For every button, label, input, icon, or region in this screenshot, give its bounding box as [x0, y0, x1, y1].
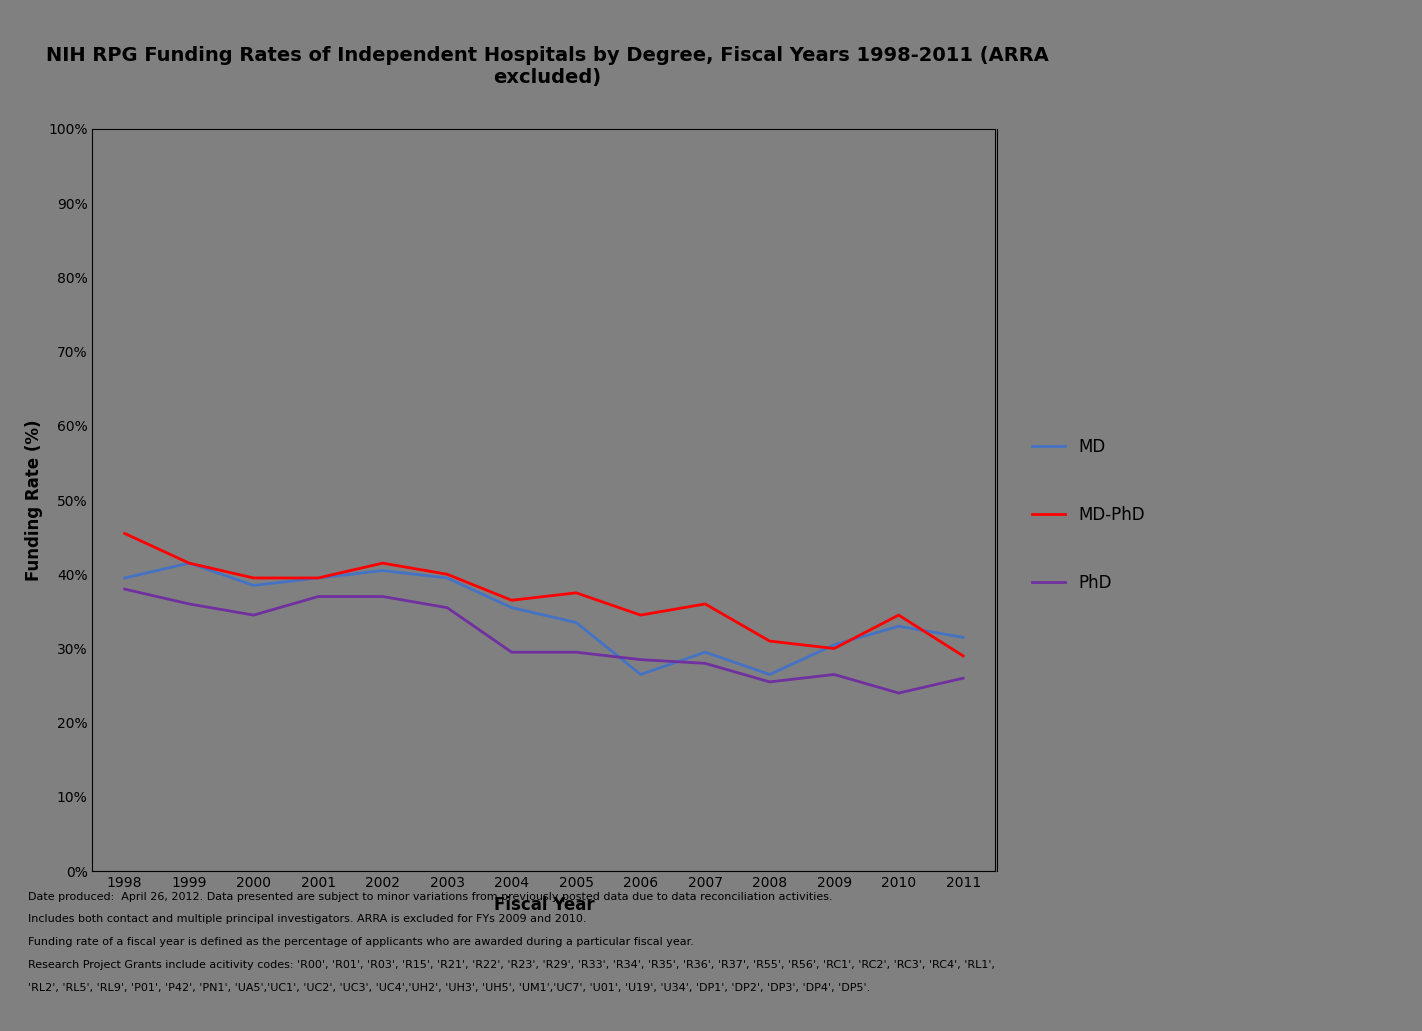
Text: Includes both contact and multiple principal investigators. ARRA is excluded for: Includes both contact and multiple princ… [28, 914, 587, 925]
Text: Funding rate of a fiscal year is defined as the percentage of applicants who are: Funding rate of a fiscal year is defined… [28, 937, 694, 947]
X-axis label: Fiscal Year: Fiscal Year [493, 896, 594, 913]
Text: Date produced:  April 26, 2012. Data presented are subject to minor variations f: Date produced: April 26, 2012. Data pres… [28, 892, 833, 902]
Text: Research Project Grants include acitivity codes: 'R00', 'R01', 'R03', 'R15', 'R2: Research Project Grants include acitivit… [28, 960, 995, 970]
Legend: MD, MD-PhD, PhD: MD, MD-PhD, PhD [1025, 432, 1152, 599]
Y-axis label: Funding Rate (%): Funding Rate (%) [24, 420, 43, 580]
Text: NIH RPG Funding Rates of Independent Hospitals by Degree, Fiscal Years 1998-2011: NIH RPG Funding Rates of Independent Hos… [46, 46, 1049, 88]
Text: 'RL2', 'RL5', 'RL9', 'P01', 'P42', 'PN1', 'UA5','UC1', 'UC2', 'UC3', 'UC4','UH2': 'RL2', 'RL5', 'RL9', 'P01', 'P42', 'PN1'… [28, 983, 870, 993]
